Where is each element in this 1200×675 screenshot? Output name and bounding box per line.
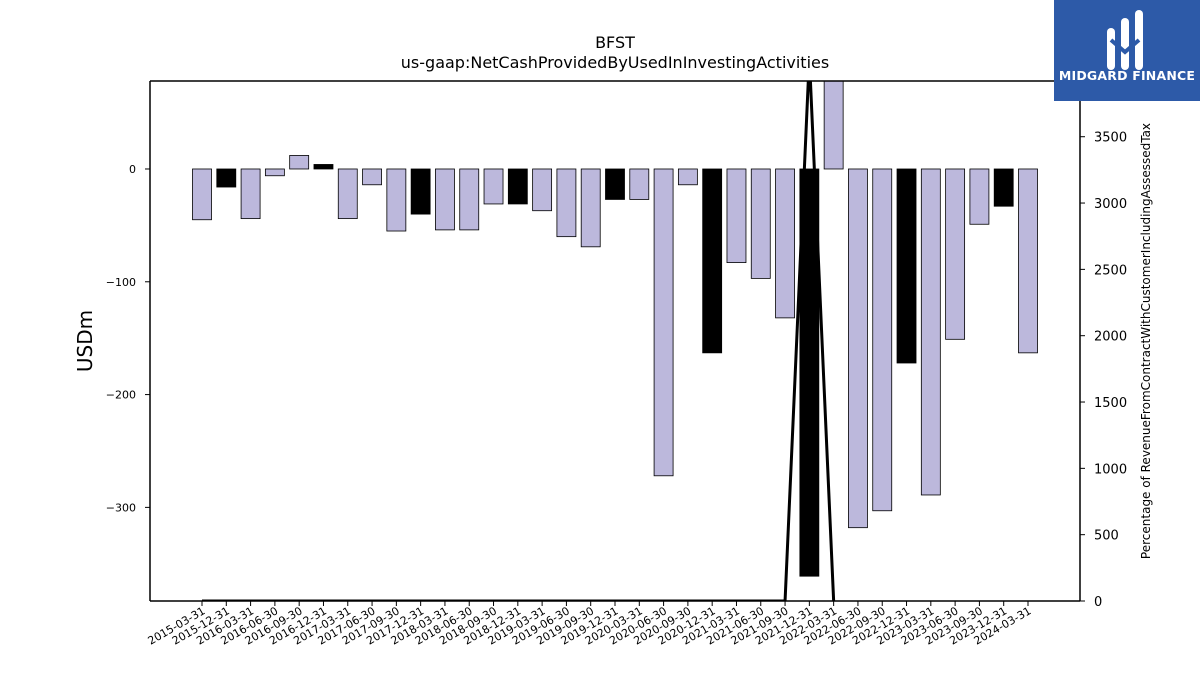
logo-mark-icon bbox=[1107, 10, 1143, 70]
bar bbox=[920, 168, 941, 496]
brand-name: MIDGARD FINANCE bbox=[1058, 68, 1196, 83]
y2-axis-label: Percentage of RevenueFromContractWithCus… bbox=[1139, 123, 1153, 559]
y-tick-label: −100 bbox=[106, 276, 136, 289]
y2-tick-label: 2000 bbox=[1094, 330, 1127, 345]
bar bbox=[386, 168, 407, 232]
bar bbox=[507, 168, 528, 205]
brand-logo: MIDGARD FINANCE bbox=[1054, 0, 1200, 101]
bar bbox=[313, 164, 334, 170]
bar bbox=[653, 168, 674, 477]
bar bbox=[726, 168, 747, 264]
bar bbox=[775, 168, 795, 319]
bar bbox=[799, 168, 820, 577]
bar bbox=[945, 168, 966, 340]
bar bbox=[750, 168, 771, 279]
bar bbox=[289, 155, 310, 170]
y-axis-label: USDm bbox=[73, 310, 97, 372]
bar bbox=[677, 168, 698, 186]
line-series bbox=[202, 81, 836, 601]
y2-tick-label: 1500 bbox=[1094, 396, 1127, 411]
bar bbox=[702, 168, 723, 354]
y-tick-label: 0 bbox=[129, 163, 136, 176]
bar bbox=[337, 168, 358, 220]
y2-tick-label: 500 bbox=[1094, 529, 1119, 544]
bar bbox=[629, 168, 650, 200]
bar bbox=[993, 168, 1014, 207]
bar bbox=[264, 168, 285, 177]
bar bbox=[532, 168, 553, 212]
y-tick-label: −200 bbox=[106, 389, 136, 402]
bar bbox=[410, 168, 431, 215]
bar bbox=[240, 168, 261, 220]
bar bbox=[605, 168, 625, 200]
bar bbox=[556, 168, 577, 238]
bar bbox=[823, 80, 844, 170]
bar bbox=[483, 168, 504, 205]
bar bbox=[969, 168, 990, 225]
bar bbox=[435, 168, 455, 231]
plot-area: 0 −100 −200 −300 0 500 1000 1500 2000 2500 3000 350… bbox=[106, 80, 1127, 648]
bar bbox=[362, 168, 382, 186]
bar bbox=[192, 168, 212, 221]
bar bbox=[216, 168, 237, 188]
bar bbox=[848, 168, 868, 529]
bar bbox=[896, 168, 917, 364]
y2-tick-label: 0 bbox=[1094, 595, 1102, 610]
chart-title: BFST bbox=[595, 33, 635, 52]
bar bbox=[1018, 168, 1038, 354]
chart-subtitle: us-gaap:NetCashProvidedByUsedInInvesting… bbox=[401, 53, 829, 72]
y2-tick-label: 3000 bbox=[1094, 197, 1127, 212]
y2-tick-label: 3500 bbox=[1094, 131, 1127, 146]
y-tick-label: −300 bbox=[106, 501, 136, 514]
y2-tick-label: 1000 bbox=[1094, 462, 1127, 477]
y2-tick-label: 2500 bbox=[1094, 263, 1127, 278]
bar bbox=[459, 168, 480, 231]
bar bbox=[580, 168, 601, 248]
bar bbox=[872, 168, 893, 512]
